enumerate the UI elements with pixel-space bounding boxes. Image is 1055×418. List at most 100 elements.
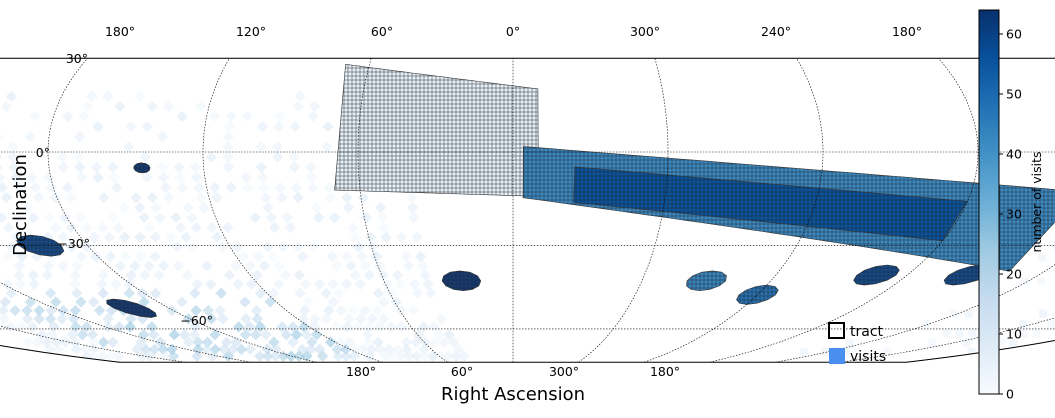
- legend-label-tract: tract: [850, 324, 884, 340]
- background-visit-cell: [206, 151, 217, 162]
- background-visit-cell: [288, 151, 299, 162]
- background-visit-cell: [176, 296, 187, 307]
- background-visit-cell: [139, 212, 150, 223]
- background-visit-cell: [195, 192, 206, 203]
- background-visit-cell: [119, 232, 130, 243]
- background-visit-cell: [191, 351, 202, 362]
- background-visit-cell: [239, 296, 250, 307]
- background-visit-cell: [223, 162, 234, 173]
- background-visit-cell: [341, 192, 352, 203]
- background-visit-cell: [146, 321, 157, 332]
- legend-label-visits: visits: [850, 349, 886, 365]
- background-visit-cell: [201, 260, 212, 271]
- background-visit-cell: [313, 212, 324, 223]
- background-visit-cell: [90, 251, 101, 262]
- spot-f-tracts: [687, 271, 727, 291]
- background-visit-cell: [377, 212, 388, 223]
- background-visit-cell: [0, 172, 5, 183]
- ra-ticks-bottom: 180° 60° 300° 180°: [346, 364, 680, 379]
- colorbar-tick-label: 50: [1006, 87, 1022, 102]
- background-visit-cell: [1047, 320, 1055, 328]
- background-visit-cell: [255, 141, 266, 152]
- background-visit-cell: [260, 192, 271, 203]
- background-visit-cell: [403, 260, 414, 271]
- background-visit-cell: [0, 296, 11, 307]
- background-visit-cell: [88, 296, 99, 307]
- background-visit-cell: [78, 111, 89, 122]
- background-visit-cell: [169, 329, 180, 340]
- background-visit-cell: [92, 172, 103, 183]
- background-visit-cell: [158, 260, 169, 271]
- background-visit-cell: [329, 212, 340, 223]
- spot-h-tracts: [854, 265, 900, 285]
- background-visit-cell: [378, 222, 389, 233]
- background-visit-cell: [290, 121, 301, 132]
- background-visit-cell: [385, 321, 396, 332]
- dec-tick: 30°: [66, 51, 88, 66]
- background-visit-cell: [334, 288, 345, 299]
- background-visit-cell: [102, 91, 113, 102]
- background-visit-cell: [88, 232, 99, 243]
- background-visit-cell: [252, 270, 263, 281]
- background-visit-cell: [350, 232, 361, 243]
- background-visit-cell: [254, 351, 265, 362]
- background-visit-cell: [104, 232, 115, 243]
- background-visit-cell: [408, 305, 419, 316]
- background-visit-cell: [280, 270, 291, 281]
- background-visit-cell: [182, 270, 193, 281]
- background-visit-cell: [172, 260, 183, 271]
- background-visit-cell: [1039, 310, 1047, 318]
- background-visit-cell: [425, 288, 436, 299]
- background-visit-cell: [253, 251, 264, 262]
- background-visit-cell: [50, 222, 61, 233]
- background-visit-cell: [396, 321, 407, 332]
- background-visit-cell: [140, 151, 151, 162]
- background-visit-cell: [110, 279, 121, 290]
- background-visit-cell: [5, 321, 16, 332]
- background-visit-cell: [258, 182, 269, 193]
- background-visit-cell: [160, 182, 171, 193]
- background-visit-cell: [86, 91, 97, 102]
- background-visit-cell: [58, 162, 69, 173]
- background-visit-cell: [335, 305, 346, 316]
- background-visit-cell: [59, 212, 70, 223]
- background-visit-cell: [186, 212, 197, 223]
- background-visit-cell: [73, 151, 84, 162]
- background-visit-cell: [130, 192, 141, 203]
- background-visit-cell: [294, 288, 305, 299]
- spot-h: [854, 265, 900, 285]
- background-visit-cell: [300, 279, 311, 290]
- background-visit-cell: [66, 192, 77, 203]
- background-visit-cell: [411, 232, 422, 243]
- background-visit-cell: [107, 162, 118, 173]
- background-visit-cell: [111, 182, 122, 193]
- background-visit-cell: [293, 101, 304, 112]
- background-visit-cell: [7, 141, 18, 152]
- background-visit-cell: [396, 232, 407, 243]
- background-visit-cell: [150, 232, 161, 243]
- background-visit-cell: [311, 202, 322, 213]
- background-visit-cell: [242, 111, 253, 122]
- background-visit-cell: [114, 321, 125, 332]
- background-visit-cell: [415, 251, 426, 262]
- background-visit-cell: [94, 305, 105, 316]
- background-visit-cell: [331, 321, 342, 332]
- background-visit-cell: [307, 241, 318, 252]
- background-visit-cell: [357, 192, 368, 203]
- background-visit-cell: [97, 288, 108, 299]
- background-visit-cell: [800, 348, 808, 356]
- dec-ticks: 30° 0° −30° −60°: [36, 51, 213, 328]
- background-visit-cell: [226, 182, 237, 193]
- ra-tick-bottom: 180°: [346, 364, 376, 379]
- background-visit-cell: [124, 321, 135, 332]
- background-visit-cell: [158, 172, 169, 183]
- background-visit-cell: [29, 111, 40, 122]
- background-visit-cell: [157, 131, 168, 142]
- background-visit-cell: [195, 101, 206, 112]
- background-visit-cell: [71, 344, 82, 355]
- background-visit-cell: [950, 310, 958, 318]
- background-visit-cell: [224, 270, 235, 281]
- ra-ticks-top: 180° 120° 60° 0° 300° 240° 180°: [105, 24, 922, 39]
- background-visit-cell: [115, 260, 126, 271]
- background-visit-cell: [269, 222, 280, 233]
